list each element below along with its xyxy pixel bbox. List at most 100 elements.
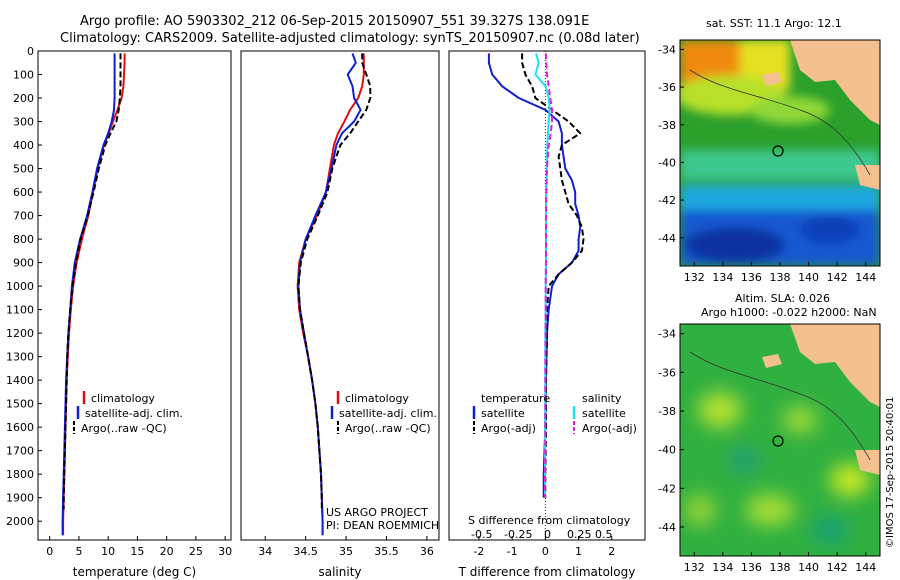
kangaroo-island-2 xyxy=(762,354,782,368)
legend-sal-header: salinity xyxy=(582,392,622,405)
map-lon-tick-label: 144 xyxy=(855,271,876,284)
x-tick-label: -1 xyxy=(507,545,518,558)
map-lon-tick-label: 138 xyxy=(770,561,791,574)
x-axis-label: salinity xyxy=(318,565,361,579)
y-tick-label: 700 xyxy=(13,210,34,223)
y-tick-label: 1500 xyxy=(6,398,34,411)
legend-temp-header: temperature xyxy=(481,392,550,405)
sst-warm-patch xyxy=(750,96,830,124)
map-lon-tick-label: 144 xyxy=(855,561,876,574)
y-tick-label: 1200 xyxy=(6,327,34,340)
y-tick-label: 400 xyxy=(13,139,34,152)
x-tick-label: 10 xyxy=(101,545,115,558)
plot-frames: 0 5 10 15 20 25 300100200300400500600700800900… xyxy=(6,45,646,579)
map-lat-tick-label: -36 xyxy=(658,81,676,94)
map-lon-tick-label: 136 xyxy=(741,271,762,284)
sla-high-patch xyxy=(782,406,818,434)
legend-label-argo: Argo(..raw -QC) xyxy=(81,422,167,435)
y-tick-label: 200 xyxy=(13,92,34,105)
legend-label-satellite: satellite-adj. clim. xyxy=(85,407,183,420)
map-lat-tick-label: -38 xyxy=(658,405,676,418)
x-tick-label: 0 xyxy=(542,545,549,558)
map-lat-tick-label: -40 xyxy=(658,156,676,169)
map-lat-tick-label: -40 xyxy=(658,444,676,457)
header-line-1: Argo profile: AO 5903302_212 06-Sep-2015… xyxy=(80,14,589,29)
map-lon-tick-label: 132 xyxy=(684,561,705,574)
plot-frame xyxy=(240,50,440,541)
plot-frame xyxy=(448,50,646,541)
series-line xyxy=(62,53,122,510)
legend-temperature: climatology satellite-adj. clim. Argo(..… xyxy=(73,391,183,435)
y-tick-label: 1300 xyxy=(6,351,34,364)
x-tick-label: 30 xyxy=(218,545,232,558)
legend-differences: temperature satellite Argo(-adj) salinit… xyxy=(472,392,637,435)
x-tick-label: 1 xyxy=(575,545,582,558)
shelf-contour-2 xyxy=(689,351,871,461)
kangaroo-island xyxy=(762,72,782,86)
sla-high-patch xyxy=(745,494,795,526)
map-lat-tick-label: -34 xyxy=(658,43,676,56)
sdiff-tick: 0.25 xyxy=(567,528,592,541)
map-lat-tick-label: -34 xyxy=(658,328,676,341)
map-lon-tick-label: 140 xyxy=(798,561,819,574)
map-lon-tick-label: 132 xyxy=(684,271,705,284)
y-tick-label: 0 xyxy=(27,45,34,58)
map-lon-tick-label: 142 xyxy=(827,561,848,574)
y-tick-label: 1600 xyxy=(6,421,34,434)
sla-low-patch xyxy=(729,446,761,474)
legend-label-argo-2: Argo(..raw -QC) xyxy=(345,422,431,435)
y-tick-label: 1800 xyxy=(6,468,34,481)
y-tick-label: 1100 xyxy=(6,304,34,317)
series-line xyxy=(521,53,585,498)
series-line xyxy=(297,53,372,510)
legend-temp-sat: satellite xyxy=(481,407,525,420)
sst-cool-band xyxy=(680,150,880,180)
series-line xyxy=(296,53,365,536)
tasmania-land-2 xyxy=(855,450,880,475)
sla-low-patch xyxy=(812,516,848,544)
legend-sal-argo: Argo(-adj) xyxy=(582,422,637,435)
sst-map xyxy=(680,40,880,266)
sla-map xyxy=(680,324,880,556)
sla-high-patch xyxy=(684,494,716,526)
y-tick-label: 2000 xyxy=(6,515,34,528)
project-line-2: PI: DEAN ROEMMICH xyxy=(326,519,439,532)
sdiff-tick: 0.5 xyxy=(595,528,613,541)
series-line xyxy=(544,53,553,498)
sdiff-tick: 0 xyxy=(544,528,551,541)
argo-float-marker xyxy=(772,145,784,157)
y-tick-label: 1400 xyxy=(6,374,34,387)
map-lon-tick-label: 142 xyxy=(827,271,848,284)
legend-label-climatology: climatology xyxy=(91,392,155,405)
australia-land-2 xyxy=(770,324,880,407)
sdiff-axis-label: S difference from climatology xyxy=(468,514,631,527)
series-line xyxy=(297,53,362,536)
header-line-2: Climatology: CARS2009. Satellite-adjuste… xyxy=(60,31,640,46)
map-lat-tick-label: -42 xyxy=(658,482,676,495)
series-line xyxy=(534,53,551,498)
y-tick-label: 1000 xyxy=(6,280,34,293)
x-axis-label: temperature (deg C) xyxy=(73,565,196,579)
sdiff-ticks: -0.5 -0.25 0 0.25 0.5 xyxy=(471,528,613,541)
argo-float-marker-2 xyxy=(772,435,784,447)
y-tick-label: 500 xyxy=(13,163,34,176)
sdiff-tick: -0.25 xyxy=(504,528,532,541)
legend-salinity: climatology satellite-adj. clim. Argo(..… xyxy=(330,391,437,435)
sla-high-patch xyxy=(698,392,742,428)
sst-cold-patch xyxy=(685,227,785,263)
watermark: ©IMOS 17-Sep-2015 20:40:01 xyxy=(885,397,896,548)
plot-frame xyxy=(37,50,232,541)
x-tick-label: 34.5 xyxy=(293,545,318,558)
x-tick-label: 25 xyxy=(189,545,203,558)
y-tick-label: 1900 xyxy=(6,492,34,505)
project-line-1: US ARGO PROJECT xyxy=(326,506,428,519)
australia-land xyxy=(770,40,880,125)
map-lon-tick-label: 138 xyxy=(770,271,791,284)
y-tick-label: 1700 xyxy=(6,445,34,458)
y-tick-label: 900 xyxy=(13,257,34,270)
map-lat-tick-label: -44 xyxy=(658,232,676,245)
x-tick-label: 20 xyxy=(160,545,174,558)
y-tick-label: 800 xyxy=(13,233,34,246)
x-tick-label: 34 xyxy=(258,545,272,558)
